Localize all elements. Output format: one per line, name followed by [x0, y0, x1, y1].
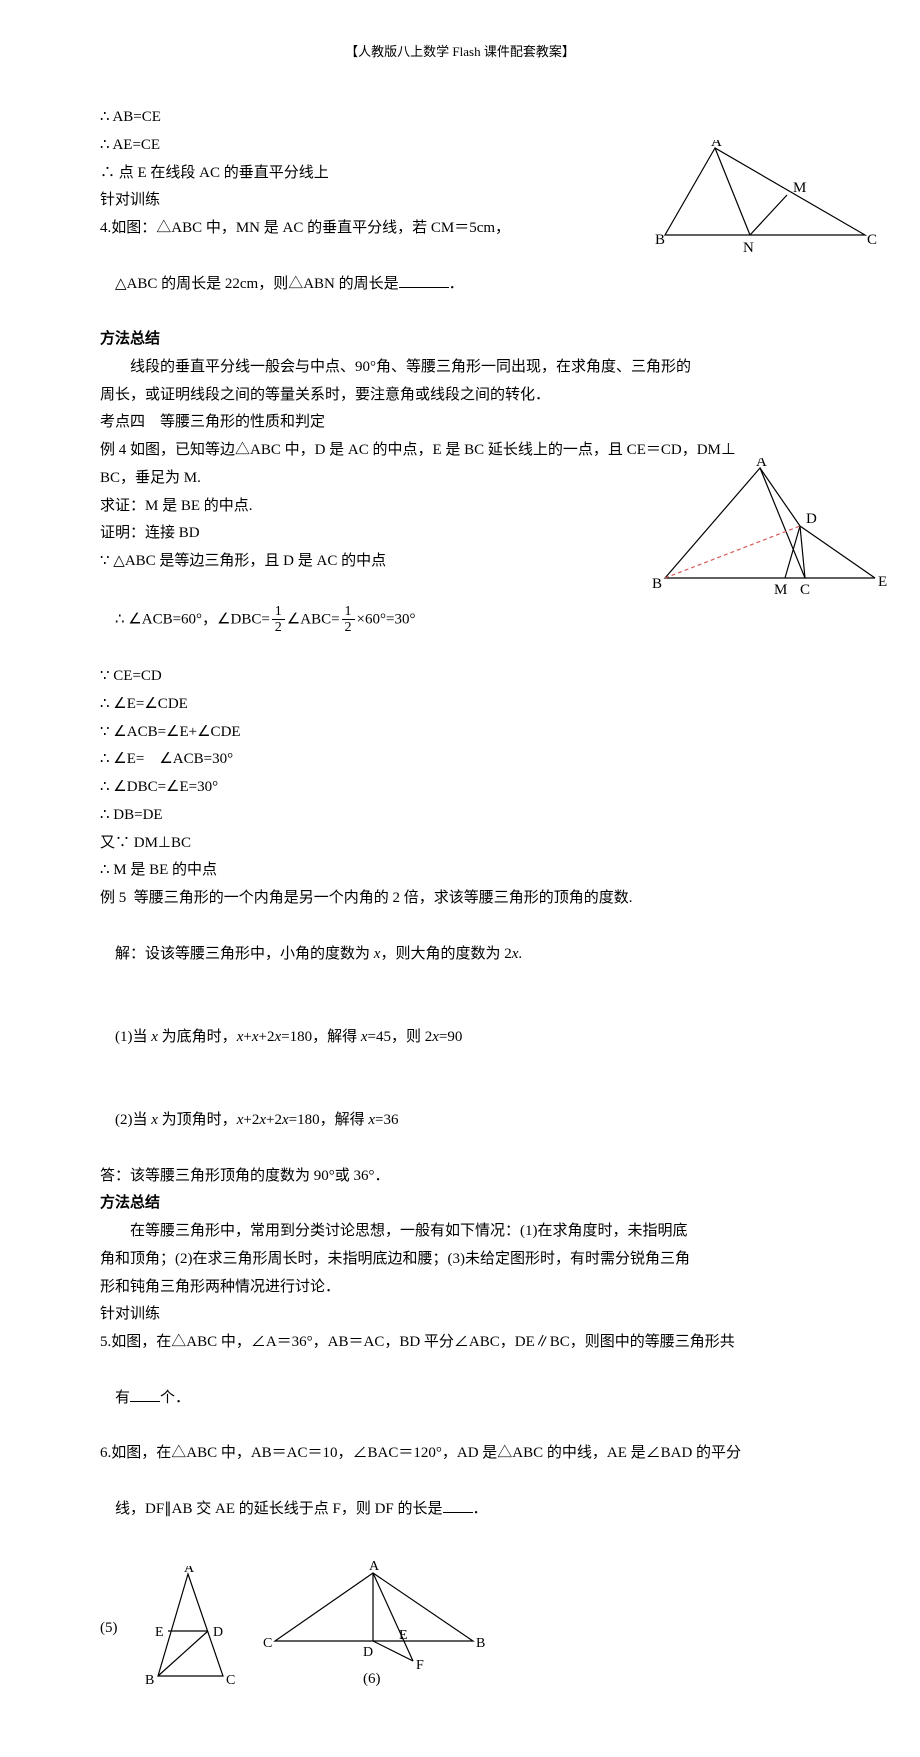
- fig6-C: C: [263, 1636, 272, 1651]
- q5-line-2: 有 个．: [100, 1357, 820, 1440]
- summary1-line-2: 周长，或证明线段之间的等量关系时，要注意角或线段之间的转化．: [100, 382, 820, 410]
- fig1-label-C: C: [867, 232, 877, 248]
- figure-1: A B N C M: [655, 140, 880, 255]
- var-x-9: x: [151, 1112, 158, 1128]
- ex4-proof-7: ∴ ∠E= ∠ACB=30°: [100, 746, 820, 774]
- fig5-A: A: [184, 1566, 195, 1576]
- ex4-proof-4: ∵ CE=CD: [100, 663, 820, 691]
- fig5-B: B: [145, 1673, 154, 1686]
- var-x-8: x: [432, 1029, 439, 1045]
- frac1-den: 2: [272, 620, 285, 635]
- ex5-line-2: 解：设该等腰三角形中，小角的度数为 x，则大角的度数为 2x.: [100, 913, 820, 996]
- figure-6: A C B D E F (6): [263, 1561, 488, 1697]
- fig1-label-A: A: [711, 140, 722, 150]
- fig2-label-M: M: [774, 582, 787, 598]
- fraction-2: 12: [342, 604, 355, 636]
- ex5-l3-c: +: [243, 1029, 251, 1045]
- frac2-den: 2: [342, 620, 355, 635]
- fig1-label-N: N: [743, 240, 754, 255]
- ex5-l3-a: (1)当: [115, 1029, 151, 1045]
- ex4-proof-6: ∵ ∠ACB=∠E+∠CDE: [100, 719, 820, 747]
- q4-blank: [399, 272, 449, 288]
- fraction-1: 12: [272, 604, 285, 636]
- ex5-l4-a: (2)当: [115, 1112, 151, 1128]
- ex4-proof-11: ∴ M 是 BE 的中点: [100, 857, 820, 885]
- q4-line-2: △ABC 的周长是 22cm，则△ABN 的周长是 ．: [100, 243, 820, 326]
- fig6-E: E: [399, 1628, 408, 1643]
- ex5-line-3: (1)当 x 为底角时，x+x+2x=180，解得 x=45，则 2x=90: [100, 996, 820, 1079]
- ex5-l4-e: =180，解得: [289, 1112, 369, 1128]
- ex5-l3-e: =180，解得: [281, 1029, 361, 1045]
- q4-text-a: △ABC 的周长是 22cm，则△ABN 的周长是: [115, 276, 399, 292]
- ex5-l4-f: =36: [375, 1112, 398, 1128]
- fig1-label-B: B: [655, 232, 665, 248]
- ex4-proof-8: ∴ ∠DBC=∠E=30°: [100, 774, 820, 802]
- fig6-F: F: [416, 1658, 424, 1673]
- practice-heading-2: 针对训练: [100, 1301, 820, 1329]
- ex4-proof-10: 又∵ DM⊥BC: [100, 830, 820, 858]
- var-x-12: x: [282, 1112, 289, 1128]
- q4-text-b: ．: [449, 276, 464, 292]
- summary2-line-2: 角和顶角；(2)在求三角形周长时，未指明底边和腰；(3)未给定图形时，有时需分锐…: [100, 1246, 820, 1274]
- topic4-heading: 考点四 等腰三角形的性质和判定: [100, 409, 820, 437]
- figure-5: A B C D E: [133, 1566, 243, 1697]
- ex5-l2-c: .: [518, 946, 522, 962]
- q5-l2-b: 个．: [160, 1390, 190, 1406]
- var-x-11: x: [259, 1112, 266, 1128]
- q5-blank: [130, 1386, 160, 1402]
- frac2-num: 1: [342, 604, 355, 620]
- ex5-l4-d: +2: [266, 1112, 282, 1128]
- summary2-line-1: 在等腰三角形中，常用到分类讨论思想，一般有如下情况：(1)在求角度时，未指明底: [100, 1218, 820, 1246]
- ex5-line-1: 例 5 等腰三角形的一个内角是另一个内角的 2 倍，求该等腰三角形的顶角的度数.: [100, 885, 820, 913]
- figure-2: A B C E D M: [650, 458, 890, 598]
- fig2-label-D: D: [806, 511, 817, 527]
- ex5-line-4: (2)当 x 为顶角时，x+2x+2x=180，解得 x=36: [100, 1079, 820, 1162]
- q5-line-1: 5.如图，在△ABC 中，∠A＝36°，AB＝AC，BD 平分∠ABC，DE∥B…: [100, 1329, 820, 1357]
- page-header: 【人教版八上数学 Flash 课件配套教案】: [100, 40, 820, 64]
- fig5-D: D: [213, 1625, 223, 1640]
- ex5-l3-g: =90: [439, 1029, 462, 1045]
- q6-line-1: 6.如图，在△ABC 中，AB＝AC＝10，∠BAC＝120°，AD 是△ABC…: [100, 1440, 820, 1468]
- q6-l2-b: ．: [473, 1501, 488, 1517]
- fig2-label-E: E: [878, 574, 887, 590]
- q6-l2-a: 线，DF∥AB 交 AE 的延长线于点 F，则 DF 的长是: [115, 1501, 443, 1517]
- fig5-label: (5): [100, 1615, 118, 1643]
- ex5-l4-c: +2: [243, 1112, 259, 1128]
- ex4-p3-a: ∴ ∠ACB=60°，∠DBC=: [115, 611, 270, 627]
- q6-blank: [443, 1497, 473, 1513]
- fig6-D: D: [363, 1645, 373, 1660]
- fig5-E: E: [155, 1625, 164, 1640]
- ex5-l3-f: =45，则 2: [368, 1029, 433, 1045]
- ex5-l3-d: +2: [259, 1029, 275, 1045]
- ex5-l4-b: 为顶角时，: [158, 1112, 237, 1128]
- var-x-5: x: [252, 1029, 259, 1045]
- var-x-7: x: [361, 1029, 368, 1045]
- ex4-proof-5: ∴ ∠E=∠CDE: [100, 691, 820, 719]
- frac1-num: 1: [272, 604, 285, 620]
- ex4-proof-9: ∴ DB=DE: [100, 802, 820, 830]
- fig6-label: (6): [363, 1671, 381, 1686]
- var-x-3: x: [151, 1029, 158, 1045]
- fig6-B: B: [476, 1636, 485, 1651]
- ex4-p3-b: ∠ABC=: [287, 611, 340, 627]
- fig2-label-B: B: [652, 576, 662, 592]
- ex4-p3-c: ×60°=30°: [357, 611, 416, 627]
- proof-line-ab-ce: ∴ AB=CE: [100, 104, 820, 132]
- ex5-l3-b: 为底角时，: [158, 1029, 237, 1045]
- ex5-line-5: 答：该等腰三角形顶角的度数为 90°或 36°．: [100, 1163, 820, 1191]
- q5-l2-a: 有: [115, 1390, 130, 1406]
- fig6-A: A: [369, 1561, 380, 1574]
- fig5-C: C: [226, 1673, 235, 1686]
- fig2-label-A: A: [756, 458, 767, 470]
- ex5-l2-b: ，则大角的度数为 2: [380, 946, 511, 962]
- method-summary-1-title: 方法总结: [100, 326, 820, 354]
- summary1-line-1: 线段的垂直平分线一般会与中点、90°角、等腰三角形一同出现，在求角度、三角形的: [100, 354, 820, 382]
- ex5-l2-a: 解：设该等腰三角形中，小角的度数为: [115, 946, 374, 962]
- method-summary-2-title: 方法总结: [100, 1190, 820, 1218]
- fig1-label-M: M: [793, 180, 806, 196]
- summary2-line-3: 形和钝角三角形两种情况进行讨论．: [100, 1274, 820, 1302]
- fig2-label-C: C: [800, 582, 810, 598]
- q6-line-2: 线，DF∥AB 交 AE 的延长线于点 F，则 DF 的长是 ．: [100, 1468, 820, 1551]
